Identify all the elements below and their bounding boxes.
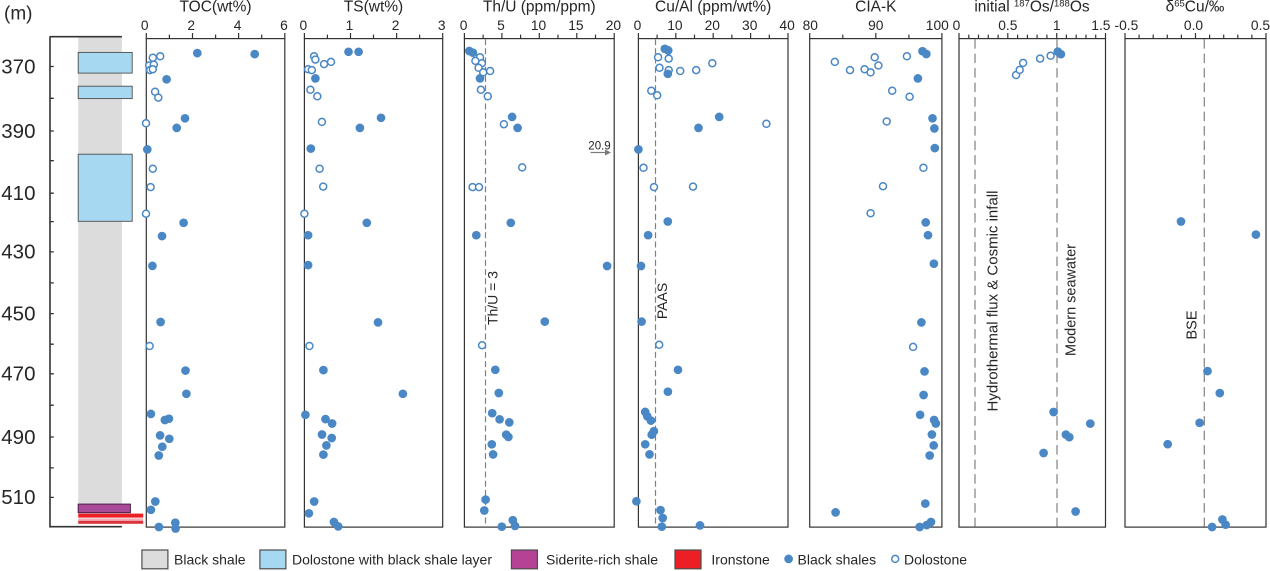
svg-text:370: 370 (1, 55, 35, 78)
svg-text:Ironstone: Ironstone (711, 552, 770, 568)
svg-text:Dolostone: Dolostone (904, 552, 967, 568)
svg-text:390: 390 (1, 120, 35, 143)
svg-text:Black shale: Black shale (174, 552, 246, 568)
svg-text:TOC(wt%): TOC(wt%) (179, 0, 251, 16)
svg-text:0.5: 0.5 (1251, 18, 1270, 33)
svg-text:δ65Cu/‰: δ65Cu/‰ (1166, 0, 1225, 16)
svg-text:0.5: 0.5 (998, 18, 1018, 33)
svg-text:2: 2 (392, 18, 400, 33)
svg-text:BSE: BSE (1185, 310, 1201, 339)
svg-text:15: 15 (568, 18, 584, 33)
svg-text:Th/U (ppm/ppm): Th/U (ppm/ppm) (483, 0, 596, 16)
svg-text:10: 10 (667, 18, 683, 33)
svg-text:40: 40 (779, 18, 795, 33)
svg-text:0: 0 (634, 18, 642, 33)
svg-text:0.0: 0.0 (1184, 18, 1204, 33)
svg-text:20: 20 (705, 18, 721, 33)
svg-text:3: 3 (438, 18, 446, 33)
svg-text:510: 510 (1, 486, 35, 509)
svg-text:0: 0 (460, 18, 468, 33)
svg-text:0: 0 (300, 18, 308, 33)
svg-text:(m): (m) (4, 4, 32, 25)
svg-text:430: 430 (1, 241, 35, 264)
svg-text:80: 80 (803, 18, 819, 33)
svg-text:20.9: 20.9 (588, 141, 610, 153)
svg-text:-0.5: -0.5 (1115, 18, 1139, 33)
svg-text:20: 20 (606, 18, 622, 33)
svg-text:PAAS: PAAS (654, 283, 670, 319)
svg-text:490: 490 (1, 426, 35, 449)
svg-text:450: 450 (1, 302, 35, 325)
svg-text:1: 1 (1053, 18, 1061, 33)
svg-text:4: 4 (234, 18, 242, 33)
svg-text:90: 90 (868, 18, 884, 33)
svg-text:10: 10 (531, 18, 547, 33)
svg-text:CIA-K: CIA-K (855, 0, 897, 16)
svg-text:TS(wt%): TS(wt%) (344, 0, 403, 16)
svg-text:5: 5 (497, 18, 505, 33)
svg-text:2: 2 (187, 18, 195, 33)
svg-text:6: 6 (280, 18, 288, 33)
svg-text:Th/U = 3: Th/U = 3 (485, 271, 501, 325)
svg-text:1: 1 (346, 18, 354, 33)
svg-text:Black shales: Black shales (798, 552, 877, 568)
svg-text:Siderite-rich shale: Siderite-rich shale (546, 552, 658, 568)
svg-text:30: 30 (742, 18, 758, 33)
svg-text:470: 470 (1, 363, 35, 386)
svg-text:1.5: 1.5 (1091, 18, 1111, 33)
svg-text:Modern seawater: Modern seawater (1064, 244, 1080, 356)
svg-text:410: 410 (1, 182, 35, 205)
svg-text:Cu/Al (ppm/wt%): Cu/Al (ppm/wt%) (655, 0, 771, 16)
svg-text:Dolostone with black shale lay: Dolostone with black shale layer (292, 552, 492, 568)
svg-text:0: 0 (141, 18, 149, 33)
svg-text:100: 100 (926, 18, 949, 33)
svg-text:0: 0 (953, 18, 961, 33)
svg-text:Hydrothermal flux & Cosmic inf: Hydrothermal flux & Cosmic infall (985, 191, 1002, 412)
svg-text:initial 187Os/188Os: initial 187Os/188Os (974, 0, 1090, 16)
